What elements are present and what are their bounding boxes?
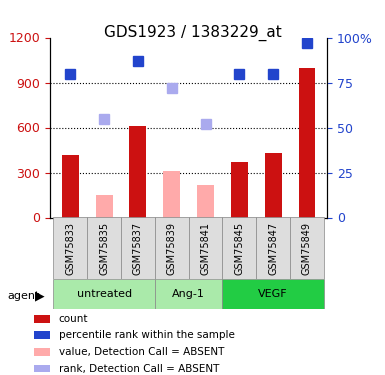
Text: Ang-1: Ang-1 [172, 290, 205, 299]
Text: agent: agent [8, 291, 40, 301]
Bar [298, 68, 315, 218]
Bar [34, 315, 50, 323]
Text: GSM75849: GSM75849 [302, 222, 312, 275]
Text: GSM75841: GSM75841 [201, 222, 211, 275]
Bar [265, 153, 281, 218]
Text: rank, Detection Call = ABSENT: rank, Detection Call = ABSENT [59, 364, 219, 374]
Text: GSM75847: GSM75847 [268, 222, 278, 275]
Text: value, Detection Call = ABSENT: value, Detection Call = ABSENT [59, 347, 224, 357]
Bar [129, 126, 146, 218]
Bar [189, 217, 223, 279]
Bar [62, 154, 79, 218]
Bar [197, 184, 214, 218]
Bar [231, 162, 248, 218]
Text: GSM75837: GSM75837 [133, 222, 143, 275]
Bar [223, 279, 324, 309]
Text: GDS1923 / 1383229_at: GDS1923 / 1383229_at [104, 24, 281, 40]
Bar [121, 217, 155, 279]
Bar [34, 331, 50, 339]
Bar [34, 365, 50, 372]
Text: untreated: untreated [77, 290, 132, 299]
Text: GSM75835: GSM75835 [99, 222, 109, 275]
Bar [54, 217, 87, 279]
Bar [87, 217, 121, 279]
Text: ▶: ▶ [35, 290, 45, 303]
Bar [34, 348, 50, 356]
Text: GSM75839: GSM75839 [167, 222, 177, 275]
Bar [96, 195, 112, 217]
Bar [54, 279, 155, 309]
Text: GSM75845: GSM75845 [234, 222, 244, 275]
Bar [290, 217, 324, 279]
Text: percentile rank within the sample: percentile rank within the sample [59, 330, 234, 340]
Bar [223, 217, 256, 279]
Text: VEGF: VEGF [258, 290, 288, 299]
Bar [155, 217, 189, 279]
Bar [155, 279, 223, 309]
Bar [163, 171, 180, 217]
Bar [256, 217, 290, 279]
Text: GSM75833: GSM75833 [65, 222, 75, 275]
Text: count: count [59, 314, 88, 324]
